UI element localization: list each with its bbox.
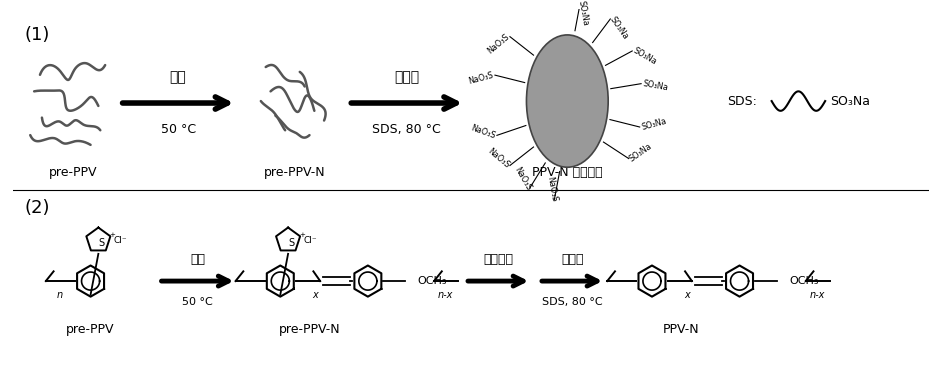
Text: NaO₃S: NaO₃S	[545, 175, 559, 203]
Text: n: n	[57, 290, 62, 300]
Text: 50 °C: 50 °C	[182, 298, 213, 308]
Text: 三乙胺: 三乙胺	[560, 253, 583, 266]
Text: pre-PPV-N: pre-PPV-N	[279, 323, 340, 336]
Text: pre-PPV: pre-PPV	[49, 166, 97, 179]
Text: (2): (2)	[24, 199, 50, 217]
Text: PPV-N: PPV-N	[663, 323, 700, 336]
Text: n-x: n-x	[810, 290, 825, 300]
Text: NaO₃S: NaO₃S	[469, 123, 496, 140]
Text: SO₃Na: SO₃Na	[641, 116, 668, 132]
Text: n-x: n-x	[438, 290, 453, 300]
Text: 甲醇: 甲醇	[170, 70, 187, 85]
Text: +: +	[299, 232, 304, 238]
Text: pre-PPV: pre-PPV	[66, 323, 115, 336]
Text: 三乙胺: 三乙胺	[394, 70, 419, 85]
Text: 50 °C: 50 °C	[160, 124, 196, 137]
Text: pre-PPV-N: pre-PPV-N	[264, 166, 326, 179]
Text: Cl⁻: Cl⁻	[303, 236, 317, 245]
Text: S: S	[288, 238, 294, 248]
Text: 除去甲醇: 除去甲醇	[483, 253, 513, 266]
Text: NaO₃S: NaO₃S	[512, 165, 533, 192]
Text: SO₃Na: SO₃Na	[627, 141, 654, 163]
Text: x: x	[313, 290, 318, 300]
Text: SDS:: SDS:	[727, 95, 757, 108]
Text: SO₃Na: SO₃Na	[608, 15, 630, 41]
Text: SO₃Na: SO₃Na	[642, 79, 669, 92]
Text: Cl⁻: Cl⁻	[114, 236, 127, 245]
Text: +: +	[109, 232, 115, 238]
Text: SO₃Na: SO₃Na	[632, 46, 658, 67]
Text: PPV-N 纳米粒子: PPV-N 纳米粒子	[532, 166, 603, 179]
Text: OCH₃: OCH₃	[789, 276, 819, 286]
Text: NaO₃S: NaO₃S	[486, 32, 512, 55]
Text: 甲醇: 甲醇	[190, 253, 205, 266]
Text: x: x	[684, 290, 690, 300]
Text: SDS, 80 °C: SDS, 80 °C	[372, 124, 441, 137]
Text: SDS, 80 °C: SDS, 80 °C	[542, 298, 603, 308]
Text: SO₃Na: SO₃Na	[830, 95, 870, 108]
Text: NaO₃S: NaO₃S	[467, 70, 495, 86]
Text: S: S	[98, 238, 105, 248]
Ellipse shape	[527, 35, 609, 167]
Text: SO₃Na: SO₃Na	[577, 0, 590, 26]
Text: NaO₃S: NaO₃S	[486, 147, 512, 170]
Text: OCH₃: OCH₃	[417, 276, 447, 286]
Text: (1): (1)	[24, 26, 50, 44]
